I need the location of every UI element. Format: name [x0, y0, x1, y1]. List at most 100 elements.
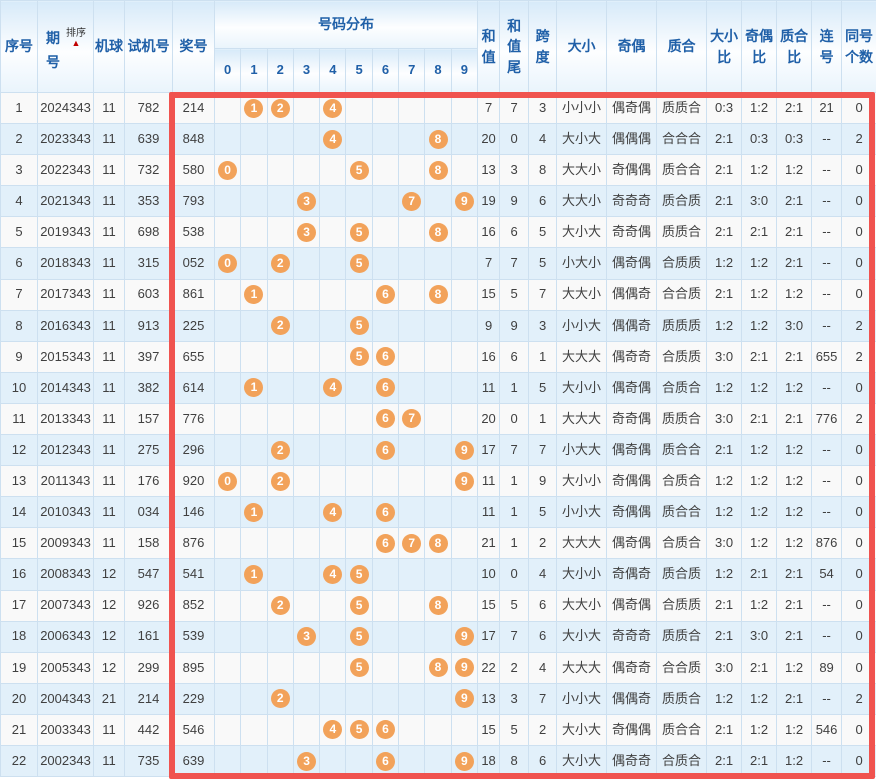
cell-span: 3	[528, 91, 558, 125]
cell-span: 5	[528, 496, 558, 529]
cell-prime-ratio: 3:0	[776, 309, 813, 342]
cell-sum: 11	[477, 371, 501, 404]
cell-sum-tail: 1	[499, 465, 530, 498]
cell-span: 1	[528, 402, 558, 436]
cell-sum-tail: 3	[499, 682, 530, 715]
cell-distribution-2	[266, 402, 294, 436]
cell-test-number: 176	[124, 465, 173, 498]
cell-prime: 质合合	[656, 434, 708, 467]
cell-prize-number: 539	[172, 620, 215, 653]
cell-parity-ratio: 1:2	[741, 496, 778, 529]
cell-distribution-3	[292, 496, 321, 529]
cell-distribution-3	[292, 651, 321, 684]
cell-same-count: 2	[841, 340, 876, 373]
cell-distribution-0	[213, 216, 242, 249]
cell-prize-number: 852	[172, 589, 215, 622]
cell-sum-tail: 6	[499, 340, 530, 373]
cell-consecutive: --	[811, 278, 843, 311]
cell-consecutive: --	[811, 123, 843, 156]
cell-size: 大小小	[556, 371, 608, 404]
cell-size-ratio: 0:3	[706, 91, 743, 125]
cell-period: 2003343	[37, 713, 94, 746]
digit-ball: 6	[375, 285, 395, 305]
cell-distribution-4	[319, 465, 347, 498]
sort-control[interactable]: 排序 ▲	[66, 28, 86, 48]
cell-span: 9	[528, 465, 558, 498]
table-row: 13 2011343 11 176 920 0 2 9 11 1 9 大小小 奇偶偶 合质合 1:2 1:2 1…	[0, 465, 876, 498]
cell-distribution-2	[266, 185, 294, 218]
digit-ball: 9	[454, 440, 474, 460]
cell-sum-tail: 9	[499, 185, 530, 218]
cell-sum-tail: 5	[499, 589, 530, 622]
cell-distribution-9	[450, 278, 479, 311]
cell-parity-ratio: 2:1	[741, 744, 778, 778]
cell-distribution-5: 5	[345, 247, 373, 280]
digit-ball: 8	[428, 533, 448, 553]
digit-ball: 5	[349, 627, 369, 647]
cell-prize-number: 895	[172, 651, 215, 684]
cell-distribution-1	[240, 434, 268, 467]
cell-distribution-8	[424, 247, 452, 280]
digit-ball: 2	[270, 471, 290, 491]
cell-distribution-5	[345, 185, 373, 218]
digit-ball: 8	[428, 285, 448, 305]
digit-ball: 6	[375, 378, 395, 398]
cell-prime-ratio: 1:2	[776, 496, 813, 529]
cell-distribution-6	[371, 185, 400, 218]
cell-distribution-1	[240, 154, 268, 187]
cell-parity: 奇偶奇	[606, 558, 658, 591]
cell-distribution-5	[345, 682, 373, 715]
cell-distribution-8	[424, 91, 452, 125]
cell-prime: 质质合	[656, 620, 708, 653]
cell-prime: 合合质	[656, 278, 708, 311]
cell-sum: 11	[477, 465, 501, 498]
cell-period: 2017343	[37, 278, 94, 311]
cell-prize-number: 538	[172, 216, 215, 249]
cell-parity-ratio: 0:3	[741, 123, 778, 156]
cell-size-ratio: 1:2	[706, 247, 743, 280]
cell-parity: 奇奇偶	[606, 402, 658, 436]
cell-distribution-1: 1	[240, 371, 268, 404]
cell-distribution-9	[450, 91, 479, 125]
cell-period: 2009343	[37, 527, 94, 560]
cell-distribution-1	[240, 527, 268, 560]
cell-size: 大小小	[556, 465, 608, 498]
cell-distribution-4: 4	[319, 558, 347, 591]
cell-span: 4	[528, 651, 558, 684]
cell-prize-number: 225	[172, 309, 215, 342]
cell-sum-tail: 5	[499, 278, 530, 311]
cell-distribution-3	[292, 371, 321, 404]
cell-size: 大大小	[556, 185, 608, 218]
cell-distribution-6: 6	[371, 340, 400, 373]
cell-distribution-1	[240, 744, 268, 778]
cell-same-count: 0	[841, 496, 876, 529]
cell-period: 2024343	[37, 91, 94, 125]
cell-sum: 9	[477, 309, 501, 342]
cell-distribution-3: 3	[292, 620, 321, 653]
cell-same-count: 0	[841, 744, 876, 778]
cell-test-number: 315	[124, 247, 173, 280]
table-row: 6 2018343 11 315 052 0 2 5 7 7 5 小大小 偶奇偶 合质质 1:2 1:2 2:1…	[0, 247, 876, 280]
cell-machine: 11	[93, 185, 125, 218]
cell-prime: 质质合	[656, 682, 708, 715]
table-row: 10 2014343 11 382 614 1 4 6 11 1 5 大小小 偶奇偶 合质合 1:2 1:2 1…	[0, 371, 876, 404]
cell-prize-number: 614	[172, 371, 215, 404]
cell-distribution-0	[213, 682, 242, 715]
cell-distribution-8	[424, 340, 452, 373]
cell-distribution-3	[292, 123, 321, 156]
cell-distribution-0	[213, 744, 242, 778]
cell-seq: 11	[0, 402, 38, 436]
cell-size-ratio: 2:1	[706, 185, 743, 218]
cell-distribution-2: 2	[266, 589, 294, 622]
cell-distribution-1	[240, 247, 268, 280]
cell-distribution-5	[345, 402, 373, 436]
cell-distribution-6	[371, 465, 400, 498]
cell-size: 小大小	[556, 247, 608, 280]
cell-distribution-3	[292, 340, 321, 373]
digit-ball: 0	[218, 254, 238, 274]
cell-prize-number: 655	[172, 340, 215, 373]
cell-size: 大小大	[556, 123, 608, 156]
digit-ball: 1	[244, 98, 264, 118]
cell-distribution-3	[292, 278, 321, 311]
